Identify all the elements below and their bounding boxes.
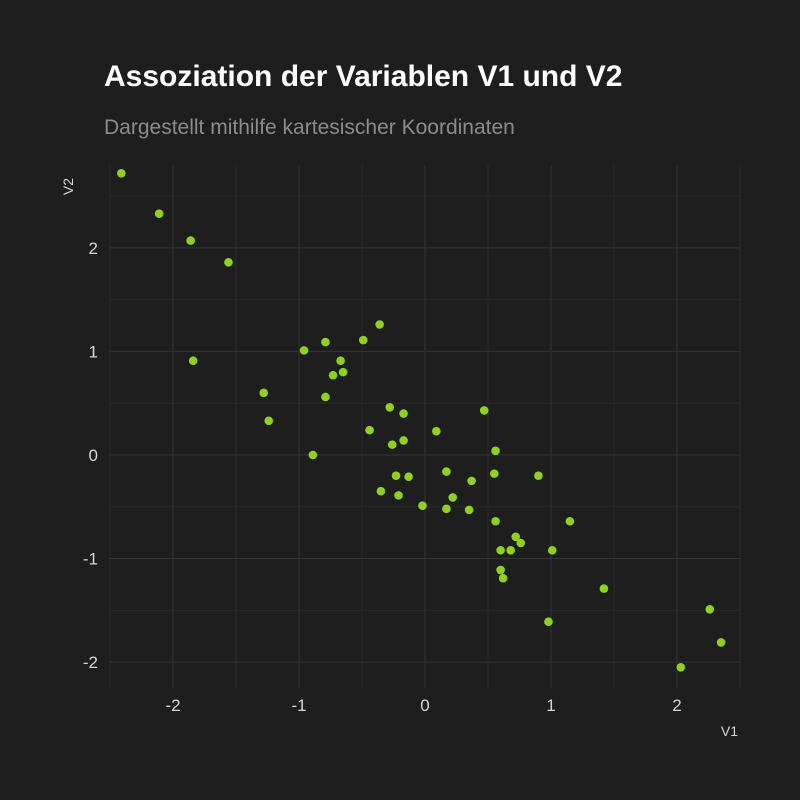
data-point	[365, 425, 374, 435]
chart-title: Assoziation der Variablen V1 und V2	[104, 60, 622, 93]
data-point	[338, 367, 348, 377]
data-point	[534, 471, 543, 480]
data-point	[716, 638, 726, 647]
data-point	[154, 209, 164, 218]
x-tick-label: 0	[420, 696, 429, 715]
data-point	[491, 516, 500, 526]
y-tick-label: 0	[89, 446, 98, 465]
data-point	[418, 501, 427, 511]
data-point	[299, 346, 309, 355]
x-axis-label: V1	[721, 723, 738, 739]
grid	[109, 165, 741, 688]
data-point	[496, 545, 505, 555]
y-tick-label: -1	[83, 550, 98, 569]
data-point	[387, 440, 397, 449]
data-point	[376, 486, 386, 496]
data-point	[479, 406, 489, 415]
data-point	[404, 472, 413, 482]
data-point	[464, 505, 474, 515]
data-point	[399, 409, 408, 418]
data-point	[224, 258, 233, 267]
data-point	[336, 356, 345, 366]
data-point	[448, 493, 458, 502]
data-point	[565, 516, 575, 526]
data-point	[516, 538, 526, 548]
data-point	[490, 469, 499, 478]
x-tick-label: -1	[291, 696, 306, 715]
data-point	[186, 236, 195, 245]
data-point	[705, 604, 715, 614]
points	[117, 168, 726, 672]
data-point	[498, 573, 508, 583]
data-point	[358, 335, 368, 345]
data-point	[321, 337, 330, 347]
data-point	[308, 450, 318, 460]
data-point	[599, 584, 609, 593]
data-point	[442, 467, 451, 476]
data-point	[264, 416, 274, 426]
data-point	[259, 388, 269, 398]
y-tick-label: 2	[89, 239, 98, 258]
x-tick-label: 2	[672, 696, 681, 715]
data-point	[394, 491, 403, 500]
tick-labels: -2 -1 0 1 2 -2 -1 0 1 2	[83, 239, 682, 715]
data-point	[385, 403, 395, 412]
data-point	[544, 617, 553, 627]
data-point	[328, 370, 338, 380]
y-axis-label: V2	[60, 178, 76, 195]
data-point	[547, 545, 557, 555]
data-point	[676, 662, 686, 672]
data-point	[511, 532, 521, 542]
data-point	[491, 446, 500, 456]
data-point	[467, 476, 476, 486]
data-point	[391, 471, 401, 480]
y-tick-label: -2	[83, 653, 98, 672]
data-point	[432, 426, 441, 436]
data-point	[506, 545, 515, 555]
data-point	[321, 392, 330, 402]
data-point	[188, 356, 198, 366]
chart-subtitle: Dargestellt mithilfe kartesischer Koordi…	[104, 116, 515, 139]
data-point	[496, 565, 505, 575]
x-tick-label: 1	[546, 696, 555, 715]
data-point	[117, 168, 126, 178]
x-tick-label: -2	[165, 696, 180, 715]
y-tick-label: 1	[89, 342, 98, 361]
data-point	[375, 320, 384, 329]
data-point	[442, 504, 451, 514]
data-point	[399, 436, 408, 445]
